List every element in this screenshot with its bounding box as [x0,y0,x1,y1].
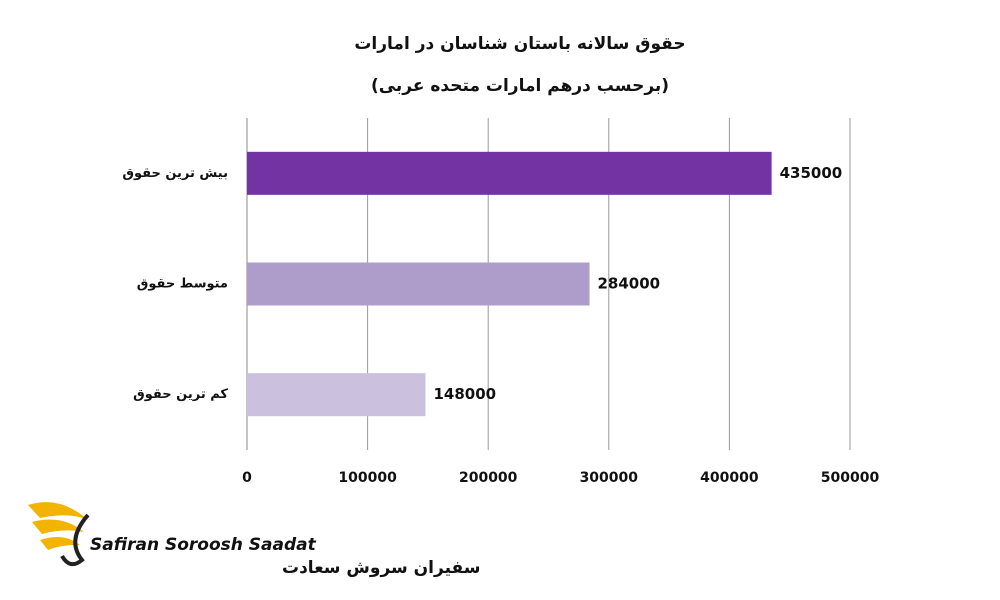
logo-wing [40,536,80,550]
y-tick-label: متوسط حقوق [137,277,228,292]
x-tick-label: 400000 [700,470,759,486]
x-tick-label: 200000 [459,470,518,486]
x-tick-label: 100000 [338,470,397,486]
value-label: 148000 [433,385,496,403]
bar [247,262,590,306]
value-label: 435000 [780,164,843,182]
x-tick-label: 500000 [821,470,880,486]
logo: Safiran Soroosh Saadat سفیران سروش سعادت [28,502,480,578]
logo-text: Safiran Soroosh Saadat [90,535,317,555]
value-label: 284000 [598,275,661,293]
x-tick-label: 300000 [580,470,639,486]
logo-wing [28,502,88,520]
bar [247,151,772,195]
logo-swan [60,513,90,567]
y-tick-label: بیش ترین حقوق [122,166,228,181]
x-tick-label: 0 [242,470,252,486]
chart-subtitle: (برحسب درهم امارات متحده عربی) [371,76,669,96]
logo-wing [32,519,84,534]
bar [247,373,426,417]
logo-text-fa: سفیران سروش سعادت [282,558,480,578]
chart-title: حقوق سالانه باستان شناسان در امارات [354,34,685,54]
y-tick-label: کم ترین حقوق [133,387,228,402]
